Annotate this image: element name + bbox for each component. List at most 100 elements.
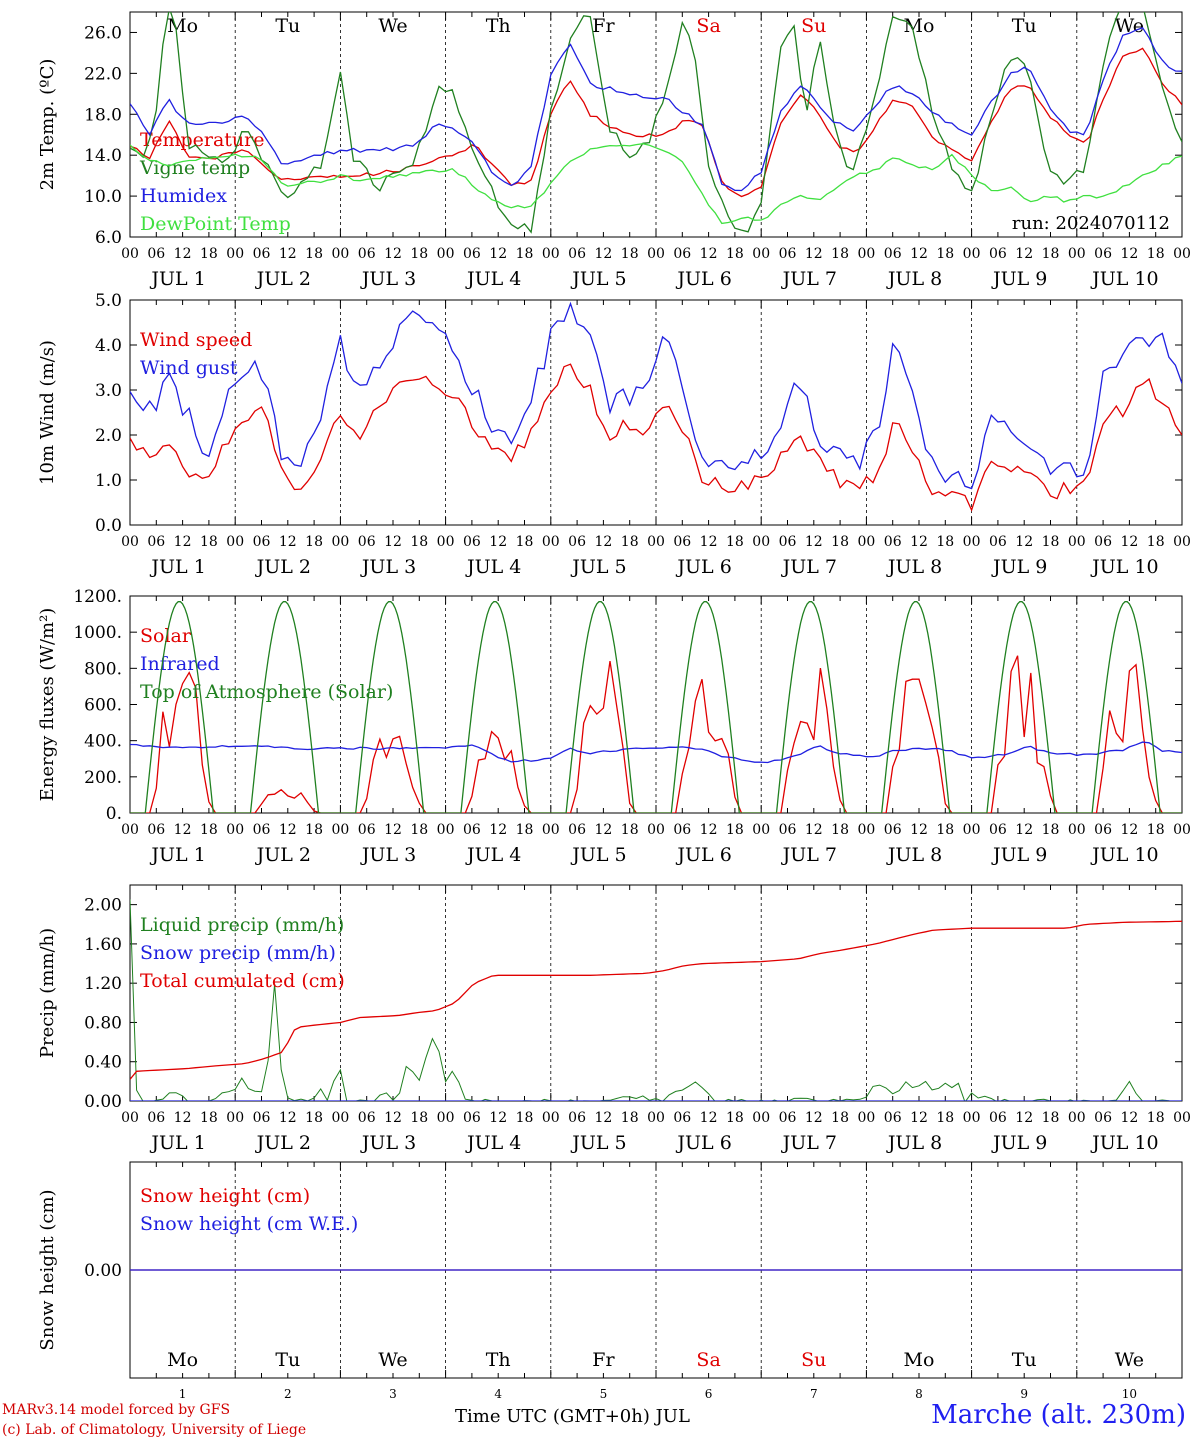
x-hour-label: 18 <box>516 1110 534 1126</box>
x-hour-label: 12 <box>805 246 823 262</box>
legend-entry: Snow height (cm) <box>140 1185 310 1207</box>
y-tick-label: 18.0 <box>84 105 122 125</box>
x-hour-label: 00 <box>1068 1110 1086 1126</box>
x-hour-label: 12 <box>1015 1110 1033 1126</box>
x-hour-label: 06 <box>147 534 165 550</box>
x-hour-label: 00 <box>226 822 244 838</box>
x-hour-label: 00 <box>752 246 770 262</box>
y-axis-label: 2m Temp. (ºC) <box>37 59 58 191</box>
x-hour-label: 18 <box>831 822 849 838</box>
x-hour-label: 18 <box>831 246 849 262</box>
day-name-label: We <box>1115 15 1144 37</box>
y-axis-label: Snow height (cm) <box>37 1189 58 1350</box>
x-hour-label: 12 <box>594 246 612 262</box>
x-hour-label: 00 <box>1173 1110 1191 1126</box>
series-line-dewpoint-temp <box>130 143 1182 225</box>
x-date-label: JUL 5 <box>570 268 626 290</box>
x-date-label: JUL 1 <box>149 268 205 290</box>
x-date-label: JUL 1 <box>149 556 205 578</box>
x-hour-label: 18 <box>621 246 639 262</box>
x-date-label: JUL 3 <box>360 1132 416 1154</box>
x-hour-label: 06 <box>779 822 797 838</box>
y-tick-label: 14.0 <box>84 146 122 166</box>
x-hour-label: 12 <box>279 246 297 262</box>
day-date-label: 4 <box>494 1387 502 1401</box>
x-hour-label: 12 <box>1015 534 1033 550</box>
x-hour-label: 18 <box>1042 246 1060 262</box>
x-hour-label: 12 <box>805 822 823 838</box>
legend-entry: Wind speed <box>140 329 252 351</box>
x-hour-label: 12 <box>910 246 928 262</box>
x-hour-label: 00 <box>331 822 349 838</box>
x-hour-label: 06 <box>463 534 481 550</box>
x-hour-label: 18 <box>410 1110 428 1126</box>
x-hour-label: 18 <box>1042 1110 1060 1126</box>
series-line-solar <box>130 655 1182 813</box>
x-hour-label: 00 <box>437 1110 455 1126</box>
y-axis-label: Precip (mm/h) <box>37 928 58 1058</box>
y-tick-label: 2.00 <box>84 896 122 916</box>
x-hour-label: 18 <box>726 246 744 262</box>
x-hour-label: 12 <box>279 822 297 838</box>
x-date-label: JUL 7 <box>781 844 837 866</box>
x-hour-label: 12 <box>910 822 928 838</box>
series-line-temperature <box>130 47 1182 198</box>
y-tick-label: 1200. <box>73 587 122 607</box>
day-name-label: We <box>1115 1349 1144 1371</box>
y-tick-label: 1.60 <box>84 935 122 955</box>
x-hour-label: 18 <box>305 1110 323 1126</box>
y-tick-label: 1.20 <box>84 974 122 994</box>
day-name-label: Mo <box>904 1349 935 1371</box>
x-hour-label: 06 <box>463 1110 481 1126</box>
x-hour-label: 18 <box>726 1110 744 1126</box>
x-hour-label: 12 <box>1015 246 1033 262</box>
day-name-label: Mo <box>167 15 198 37</box>
legend-entry: DewPoint Temp <box>140 213 291 235</box>
legend-entry: Snow precip (mm/h) <box>140 942 336 964</box>
x-hour-label: 00 <box>963 822 981 838</box>
legend-entry: Wind gust <box>140 357 238 379</box>
x-hour-label: 12 <box>489 822 507 838</box>
x-date-label: JUL 6 <box>675 268 731 290</box>
x-date-label: JUL 3 <box>360 556 416 578</box>
x-hour-label: 06 <box>568 1110 586 1126</box>
x-hour-label: 00 <box>647 1110 665 1126</box>
x-hour-label: 12 <box>1120 822 1138 838</box>
day-name-label: We <box>378 15 407 37</box>
x-date-label: JUL 9 <box>991 1132 1047 1154</box>
x-hour-label: 06 <box>779 534 797 550</box>
x-hour-label: 12 <box>594 822 612 838</box>
y-axis-label: 10m Wind (m/s) <box>37 340 58 485</box>
x-date-label: JUL 9 <box>991 268 1047 290</box>
y-tick-label: 3.0 <box>95 381 122 401</box>
x-hour-label: 12 <box>384 246 402 262</box>
day-date-label: 7 <box>810 1387 818 1401</box>
x-hour-label: 18 <box>200 246 218 262</box>
legend-entry: Snow height (cm W.E.) <box>140 1213 358 1235</box>
x-hour-label: 06 <box>568 534 586 550</box>
x-hour-label: 18 <box>1042 822 1060 838</box>
y-tick-label: 0.00 <box>84 1261 122 1281</box>
y-tick-label: 0.00 <box>84 1092 122 1112</box>
x-hour-label: 12 <box>1120 1110 1138 1126</box>
x-hour-label: 06 <box>989 246 1007 262</box>
x-hour-label: 12 <box>1120 534 1138 550</box>
x-hour-label: 00 <box>331 1110 349 1126</box>
day-name-label: Su <box>801 1349 826 1371</box>
station-label: Marche (alt. 230m) <box>931 1400 1186 1430</box>
x-hour-label: 12 <box>700 1110 718 1126</box>
y-tick-label: 200. <box>84 768 122 788</box>
series-line-vigne-temp <box>130 12 1182 234</box>
x-hour-label: 18 <box>516 534 534 550</box>
x-hour-label: 18 <box>410 246 428 262</box>
x-hour-label: 00 <box>1068 246 1086 262</box>
legend-entry: Top of Atmosphere (Solar) <box>140 681 393 703</box>
y-tick-label: 0.80 <box>84 1013 122 1033</box>
x-date-label: JUL 9 <box>991 844 1047 866</box>
x-hour-label: 18 <box>1147 246 1165 262</box>
x-hour-label: 00 <box>1173 534 1191 550</box>
x-date-label: JUL 4 <box>465 844 521 866</box>
x-hour-label: 12 <box>489 1110 507 1126</box>
x-hour-label: 06 <box>147 246 165 262</box>
series-line-infrared <box>130 741 1182 764</box>
